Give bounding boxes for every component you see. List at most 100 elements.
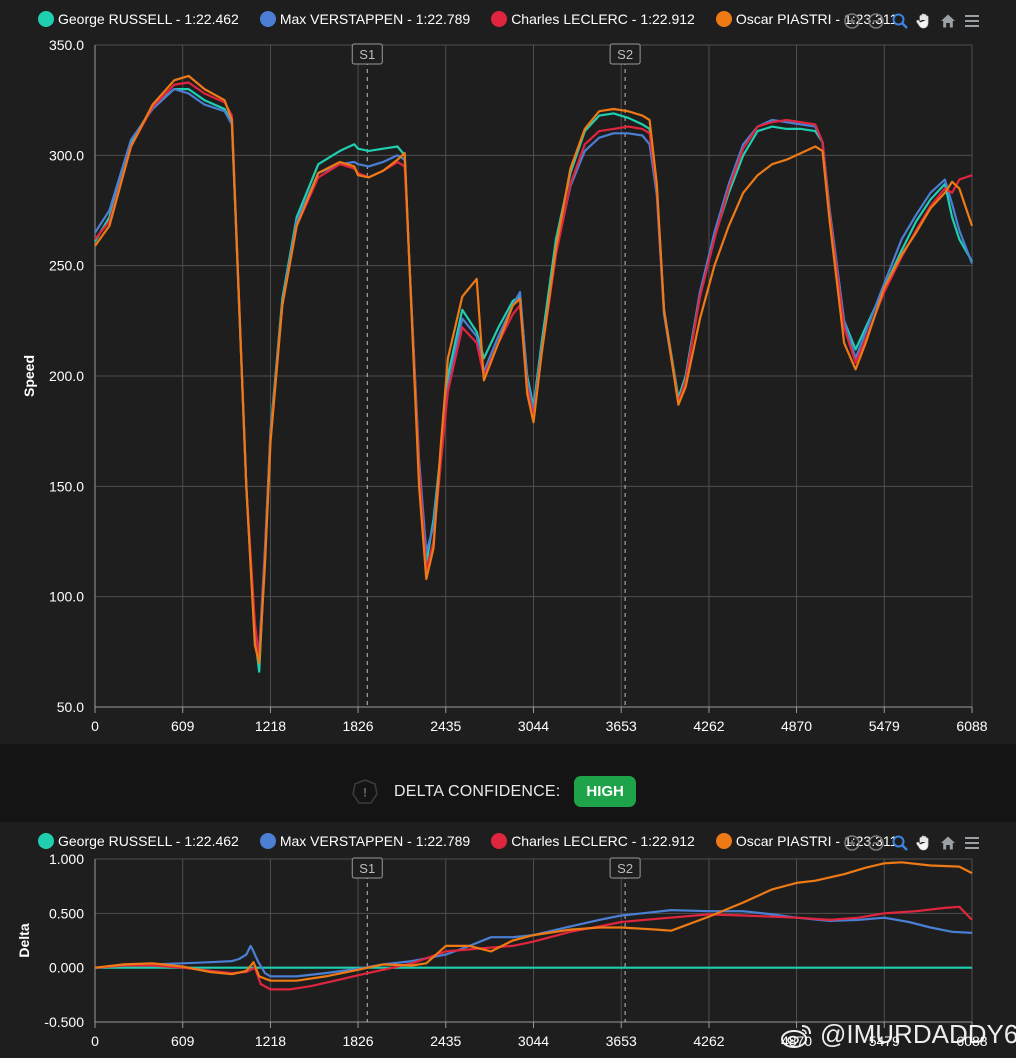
delta-chart-panel: George RUSSELL - 1:22.462 Max VERSTAPPEN…: [0, 822, 1016, 1058]
series-line-piastri: [94, 74, 974, 664]
sector-marker-s1: S1: [351, 43, 383, 65]
confidence-label: DELTA CONFIDENCE:: [394, 782, 561, 800]
x-tick-label: 5479: [869, 718, 900, 734]
pan-hand-icon[interactable]: [912, 9, 936, 33]
speed-legend: George RUSSELL - 1:22.462 Max VERSTAPPEN…: [38, 9, 918, 29]
delta-confidence: ! DELTA CONFIDENCE: HIGH: [352, 776, 636, 807]
x-tick-label: 3653: [606, 1033, 637, 1049]
x-tick-label: 0: [91, 1033, 99, 1049]
x-tick-label: 609: [171, 718, 195, 734]
x-tick-label: 6088: [956, 718, 987, 734]
sector-marker-s2: S2: [609, 857, 641, 879]
x-tick-label: 3653: [606, 718, 637, 734]
delta-chart-toolbar: [840, 831, 984, 855]
y-tick-label: 250.0: [49, 258, 84, 274]
x-tick-label: 1826: [342, 1033, 373, 1049]
y-tick-label: 0.000: [49, 960, 84, 976]
x-tick-label: 4262: [693, 1033, 724, 1049]
legend-swatch-verstappen: [259, 833, 276, 849]
home-reset-icon[interactable]: [936, 9, 960, 33]
y-axis-title: Delta: [16, 923, 32, 957]
x-tick-label: 2435: [430, 718, 461, 734]
home-reset-icon[interactable]: [936, 831, 960, 855]
legend-swatch-piastri: [715, 11, 732, 27]
svg-text:!: !: [363, 785, 367, 799]
y-tick-label: 0.500: [49, 905, 84, 921]
x-tick-label: 4870: [781, 718, 812, 734]
watermark: @IMURDADDY6: [780, 1019, 1016, 1050]
y-tick-label: 150.0: [49, 478, 84, 494]
confidence-band: [0, 744, 1016, 822]
legend-item-leclerc[interactable]: Charles LECLERC - 1:22.912: [491, 11, 695, 27]
sector-marker-label: S2: [617, 861, 633, 876]
zoom-in-icon[interactable]: [840, 831, 864, 855]
x-tick-label: 1826: [342, 718, 373, 734]
legend-label-russell: George RUSSELL - 1:22.462: [58, 11, 239, 27]
legend-swatch-russell: [38, 833, 54, 849]
zoom-out-icon[interactable]: [864, 831, 888, 855]
grid: [94, 858, 973, 1028]
x-tick-label: 3044: [518, 718, 549, 734]
x-tick-label: 609: [171, 1033, 195, 1049]
sector-marker-box: [351, 857, 383, 879]
y-tick-label: 100.0: [49, 589, 84, 605]
watermark-text: @IMURDADDY6: [820, 1019, 1016, 1049]
y-tick-label: 300.0: [49, 147, 84, 163]
legend-label-verstappen: Max VERSTAPPEN - 1:22.789: [279, 833, 471, 849]
y-tick-label: -0.500: [44, 1014, 84, 1030]
x-tick-label: 1218: [255, 1033, 286, 1049]
sector-marker-label: S1: [359, 861, 375, 876]
menu-icon[interactable]: [960, 9, 984, 33]
zoom-in-icon[interactable]: [840, 9, 864, 33]
legend-item-piastri[interactable]: Oscar PIASTRI - 1:23.311: [715, 11, 897, 27]
legend-label-verstappen: Max VERSTAPPEN - 1:22.789: [279, 11, 471, 27]
sector-marker-label: S1: [359, 47, 375, 62]
y-tick-label: 1.000: [49, 851, 84, 867]
sector-marker-label: S2: [617, 47, 633, 62]
legend-item-leclerc[interactable]: Charles LECLERC - 1:22.912: [491, 833, 695, 849]
legend-item-russell[interactable]: George RUSSELL - 1:22.462: [38, 11, 239, 27]
y-axis-title: Speed: [21, 355, 37, 397]
x-tick-label: 5479: [869, 1033, 900, 1049]
legend-swatch-piastri: [715, 833, 732, 849]
sector-marker-s1: S1: [351, 857, 383, 879]
legend-swatch-leclerc: [491, 833, 508, 849]
y-tick-label: 50.0: [57, 699, 84, 715]
legend-label-leclerc: Charles LECLERC - 1:22.912: [511, 833, 695, 849]
speed-chart[interactable]: 50.0 100.0 150.0 200.0 250.0 300.0 350.0 0 609 12…: [0, 0, 1016, 744]
x-tick-label: 2435: [430, 1033, 461, 1049]
zoom-out-icon[interactable]: [864, 9, 888, 33]
sector-marker-box: [351, 43, 383, 65]
legend-item-verstappen[interactable]: Max VERSTAPPEN - 1:22.789: [259, 11, 471, 27]
x-tick-label: 3044: [518, 1033, 549, 1049]
y-tick-label: 350.0: [49, 37, 84, 53]
legend-swatch-russell: [38, 11, 54, 27]
delta-legend: George RUSSELL - 1:22.462 Max VERSTAPPEN…: [38, 831, 918, 851]
speed-chart-toolbar: [840, 9, 984, 33]
weibo-icon: [781, 1024, 811, 1048]
zoom-select-icon[interactable]: [888, 9, 912, 33]
grid: [94, 44, 973, 713]
y-tick-label: 200.0: [49, 368, 84, 384]
speed-chart-panel: George RUSSELL - 1:22.462 Max VERSTAPPEN…: [0, 0, 1016, 744]
legend-swatch-leclerc: [491, 11, 508, 27]
legend-label-russell: George RUSSELL - 1:22.462: [58, 833, 239, 849]
legend-swatch-verstappen: [259, 11, 276, 27]
menu-icon[interactable]: [960, 831, 984, 855]
x-tick-label: 4262: [693, 718, 724, 734]
warning-info-icon: !: [352, 778, 378, 805]
pan-hand-icon[interactable]: [912, 831, 936, 855]
sector-marker-box: [609, 43, 641, 65]
legend-item-verstappen[interactable]: Max VERSTAPPEN - 1:22.789: [259, 833, 471, 849]
delta-chart[interactable]: -0.500 0.000 0.500 1.000 0 609 1218 1826 2435 304…: [0, 822, 1016, 1058]
x-tick-label: 0: [91, 718, 99, 734]
legend-item-piastri[interactable]: Oscar PIASTRI - 1:23.311: [715, 833, 898, 849]
confidence-badge: HIGH: [574, 776, 636, 807]
legend-label-piastri: Oscar PIASTRI - 1:23.311: [735, 833, 898, 849]
legend-item-russell[interactable]: George RUSSELL - 1:22.462: [38, 833, 239, 849]
sector-marker-s2: S2: [609, 43, 641, 65]
x-tick-label: 1218: [255, 718, 286, 734]
sector-marker-box: [609, 857, 641, 879]
legend-label-leclerc: Charles LECLERC - 1:22.912: [511, 11, 695, 27]
zoom-select-icon[interactable]: [888, 831, 912, 855]
